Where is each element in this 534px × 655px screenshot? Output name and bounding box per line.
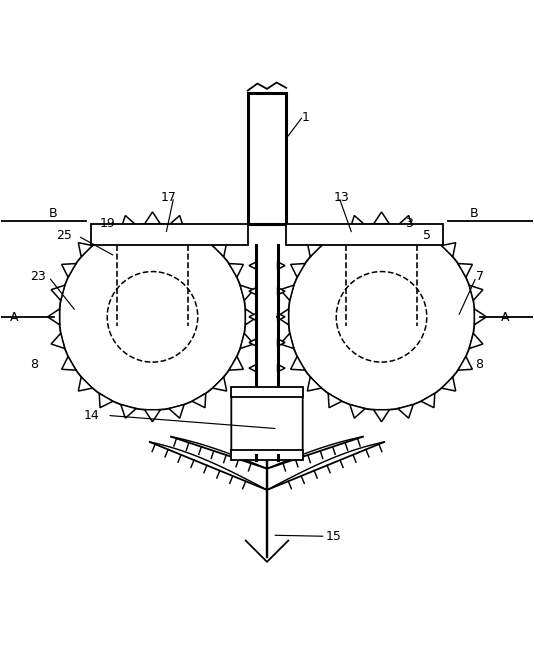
Text: 23: 23 [30,271,46,284]
Polygon shape [121,215,136,229]
Text: 13: 13 [334,191,349,204]
Text: 8: 8 [30,358,38,371]
Polygon shape [213,377,226,391]
Polygon shape [245,309,257,325]
Text: 7: 7 [476,271,484,284]
Text: 25: 25 [57,229,73,242]
Polygon shape [421,226,435,240]
Polygon shape [145,212,160,224]
Circle shape [282,217,481,416]
Text: 5: 5 [423,229,431,242]
Polygon shape [192,393,206,407]
Polygon shape [248,93,286,223]
Text: A: A [501,311,510,324]
Polygon shape [374,410,389,422]
Polygon shape [231,387,303,397]
Polygon shape [442,377,456,391]
Polygon shape [280,285,294,301]
Polygon shape [61,356,76,370]
Polygon shape [442,242,456,257]
Polygon shape [240,285,254,301]
Text: 3: 3 [405,217,413,230]
Polygon shape [328,393,342,407]
Polygon shape [280,333,294,348]
Polygon shape [192,226,206,240]
Polygon shape [278,288,285,295]
Polygon shape [249,262,256,269]
Polygon shape [350,405,365,418]
Polygon shape [374,212,389,224]
Polygon shape [469,285,483,301]
Text: B: B [49,207,57,220]
Polygon shape [474,309,486,325]
Polygon shape [78,377,92,391]
Text: 14: 14 [83,409,99,422]
Polygon shape [421,393,435,407]
Polygon shape [350,215,365,229]
Polygon shape [249,288,256,295]
Polygon shape [308,377,321,391]
Polygon shape [277,309,289,325]
Polygon shape [398,405,413,418]
Polygon shape [231,450,303,460]
Polygon shape [278,313,285,320]
Text: B: B [469,207,478,220]
Polygon shape [229,356,244,370]
Polygon shape [99,393,113,407]
Polygon shape [48,309,60,325]
Text: 17: 17 [161,191,176,204]
Polygon shape [278,339,285,346]
Text: 1: 1 [302,111,310,124]
Polygon shape [328,226,342,240]
Polygon shape [169,405,184,418]
Polygon shape [278,262,285,269]
Polygon shape [458,263,473,277]
Polygon shape [290,356,305,370]
Polygon shape [458,356,473,370]
Polygon shape [240,333,254,348]
Circle shape [53,217,252,416]
Polygon shape [278,364,285,372]
Polygon shape [249,313,256,320]
Text: 19: 19 [99,217,115,230]
Polygon shape [398,215,413,229]
Text: 8: 8 [475,358,483,371]
Polygon shape [308,242,321,257]
Polygon shape [169,215,184,229]
Polygon shape [213,242,226,257]
Polygon shape [290,263,305,277]
Text: A: A [10,311,19,324]
Polygon shape [286,223,443,245]
Polygon shape [78,242,92,257]
Polygon shape [61,263,76,277]
Polygon shape [145,410,160,422]
Polygon shape [229,263,244,277]
Polygon shape [469,333,483,348]
Polygon shape [91,223,248,245]
Polygon shape [249,364,256,372]
Polygon shape [99,226,113,240]
Polygon shape [249,339,256,346]
FancyBboxPatch shape [231,390,303,457]
Polygon shape [121,405,136,418]
Text: 15: 15 [326,530,341,543]
Polygon shape [51,333,65,348]
Polygon shape [51,285,65,301]
